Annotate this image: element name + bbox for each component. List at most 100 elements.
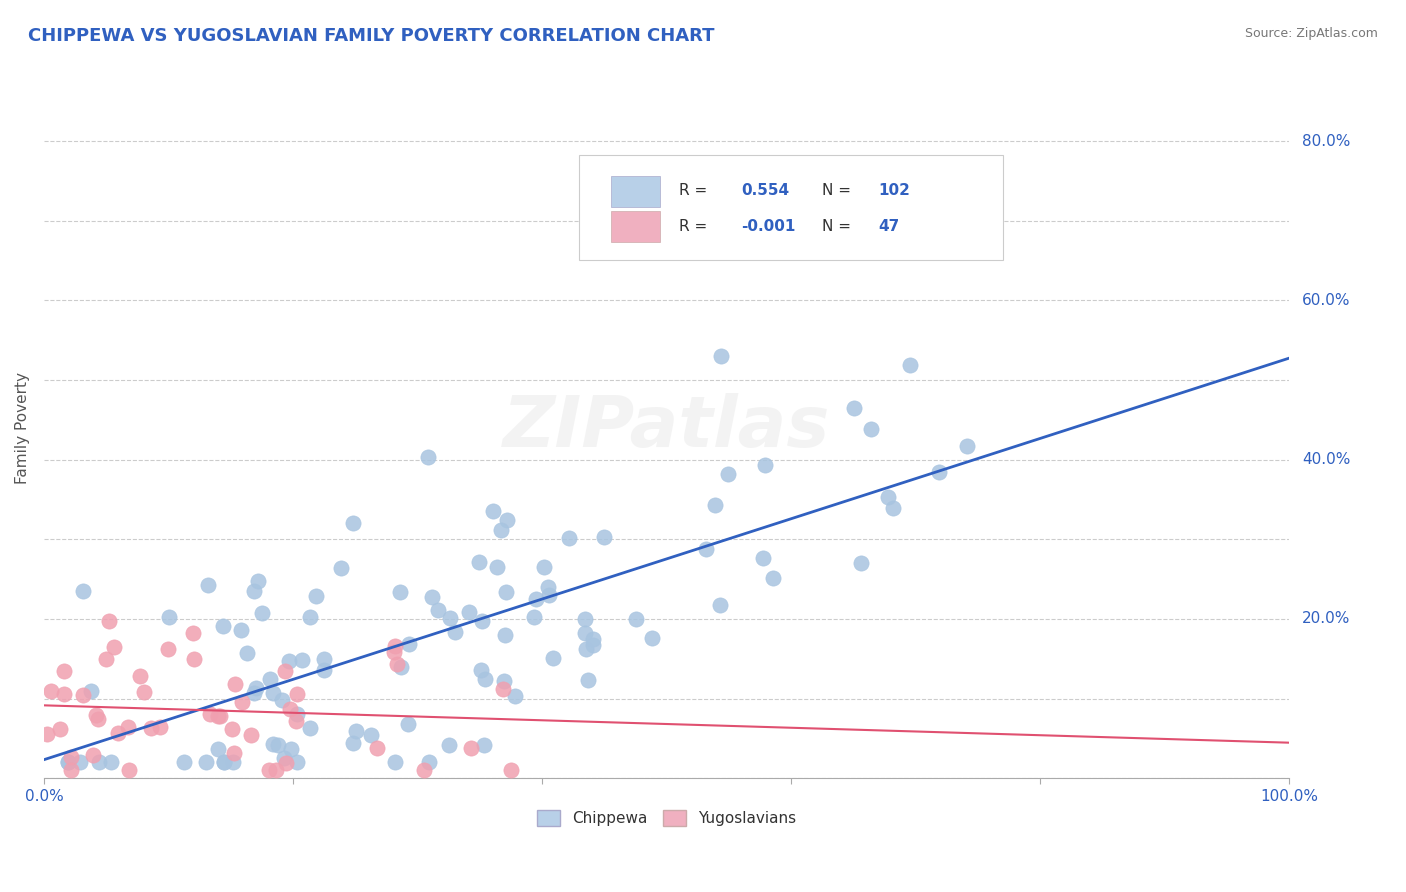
Text: 47: 47 (879, 219, 900, 234)
Point (695, 542, 717, 557)
Point (277, 654, 299, 668)
Text: R =: R = (679, 184, 707, 198)
Point (37, 727, 59, 741)
Point (460, 741, 482, 756)
Text: N =: N = (823, 219, 852, 234)
Point (503, 689, 526, 703)
Text: 0.554: 0.554 (741, 184, 790, 198)
Point (222, 746, 245, 760)
Point (574, 641, 596, 656)
Point (103, 640, 125, 654)
Point (956, 439, 979, 453)
Point (262, 686, 284, 700)
Point (330, 561, 353, 575)
Point (439, 739, 461, 753)
Text: 60.0%: 60.0% (1302, 293, 1350, 308)
Point (314, 663, 336, 677)
Point (207, 709, 229, 723)
Point (474, 672, 496, 686)
Point (212, 619, 235, 633)
Text: ZIPatlas: ZIPatlas (503, 393, 831, 462)
Point (56, 756, 79, 770)
Point (523, 610, 546, 624)
Point (157, 610, 180, 624)
Point (243, 584, 266, 599)
Text: 102: 102 (879, 184, 910, 198)
Point (298, 610, 321, 624)
Point (533, 560, 555, 574)
Point (541, 651, 564, 665)
Point (250, 606, 273, 620)
Point (49, 722, 72, 736)
Point (439, 611, 461, 625)
Point (592, 530, 614, 544)
Point (482, 504, 505, 518)
Point (704, 498, 727, 512)
Bar (610, 211, 661, 242)
Point (274, 756, 297, 771)
Point (458, 605, 481, 619)
Point (287, 707, 309, 722)
Point (183, 651, 205, 665)
Text: 20.0%: 20.0% (1302, 611, 1350, 626)
Point (928, 465, 950, 479)
Point (860, 422, 883, 436)
Point (98, 614, 121, 628)
Point (207, 741, 229, 756)
Text: R =: R = (679, 219, 707, 234)
Point (882, 501, 904, 516)
Point (496, 513, 519, 527)
Point (396, 717, 419, 731)
Text: 40.0%: 40.0% (1302, 452, 1350, 467)
Point (72, 583, 94, 598)
Point (581, 632, 603, 646)
Point (39, 683, 62, 698)
Point (384, 639, 406, 653)
Point (157, 642, 180, 657)
Point (259, 672, 281, 686)
Point (384, 756, 406, 770)
Point (245, 681, 267, 695)
Point (444, 624, 467, 639)
Point (382, 645, 405, 659)
FancyBboxPatch shape (579, 154, 1002, 260)
Point (72, 688, 94, 702)
Point (472, 738, 495, 752)
Point (342, 516, 364, 530)
Point (420, 590, 443, 604)
Point (264, 764, 287, 778)
Point (200, 706, 222, 721)
Point (82, 748, 104, 763)
Point (129, 669, 152, 683)
Text: CHIPPEWA VS YUGOSLAVIAN FAMILY POVERTY CORRELATION CHART: CHIPPEWA VS YUGOSLAVIAN FAMILY POVERTY C… (28, 27, 714, 45)
Point (60, 764, 83, 778)
Point (412, 764, 434, 778)
Point (416, 450, 439, 464)
Point (107, 726, 129, 740)
Point (717, 467, 740, 482)
Point (537, 588, 560, 602)
Point (877, 490, 900, 504)
Point (222, 756, 245, 770)
Point (398, 637, 420, 651)
Point (285, 687, 308, 701)
Point (84, 708, 107, 723)
Text: Source: ZipAtlas.com: Source: ZipAtlas.com (1244, 27, 1378, 40)
Point (285, 756, 308, 770)
Point (173, 756, 195, 770)
Point (426, 603, 449, 617)
Point (485, 560, 508, 574)
Point (360, 728, 382, 742)
Y-axis label: Family Poverty: Family Poverty (15, 372, 30, 483)
Point (231, 695, 253, 709)
Point (492, 674, 515, 689)
Point (208, 709, 231, 723)
Point (754, 458, 776, 472)
Point (346, 724, 368, 739)
Point (273, 750, 295, 764)
Point (391, 660, 413, 674)
Point (236, 646, 259, 660)
Point (285, 714, 308, 729)
Point (278, 702, 301, 716)
Point (624, 612, 647, 626)
